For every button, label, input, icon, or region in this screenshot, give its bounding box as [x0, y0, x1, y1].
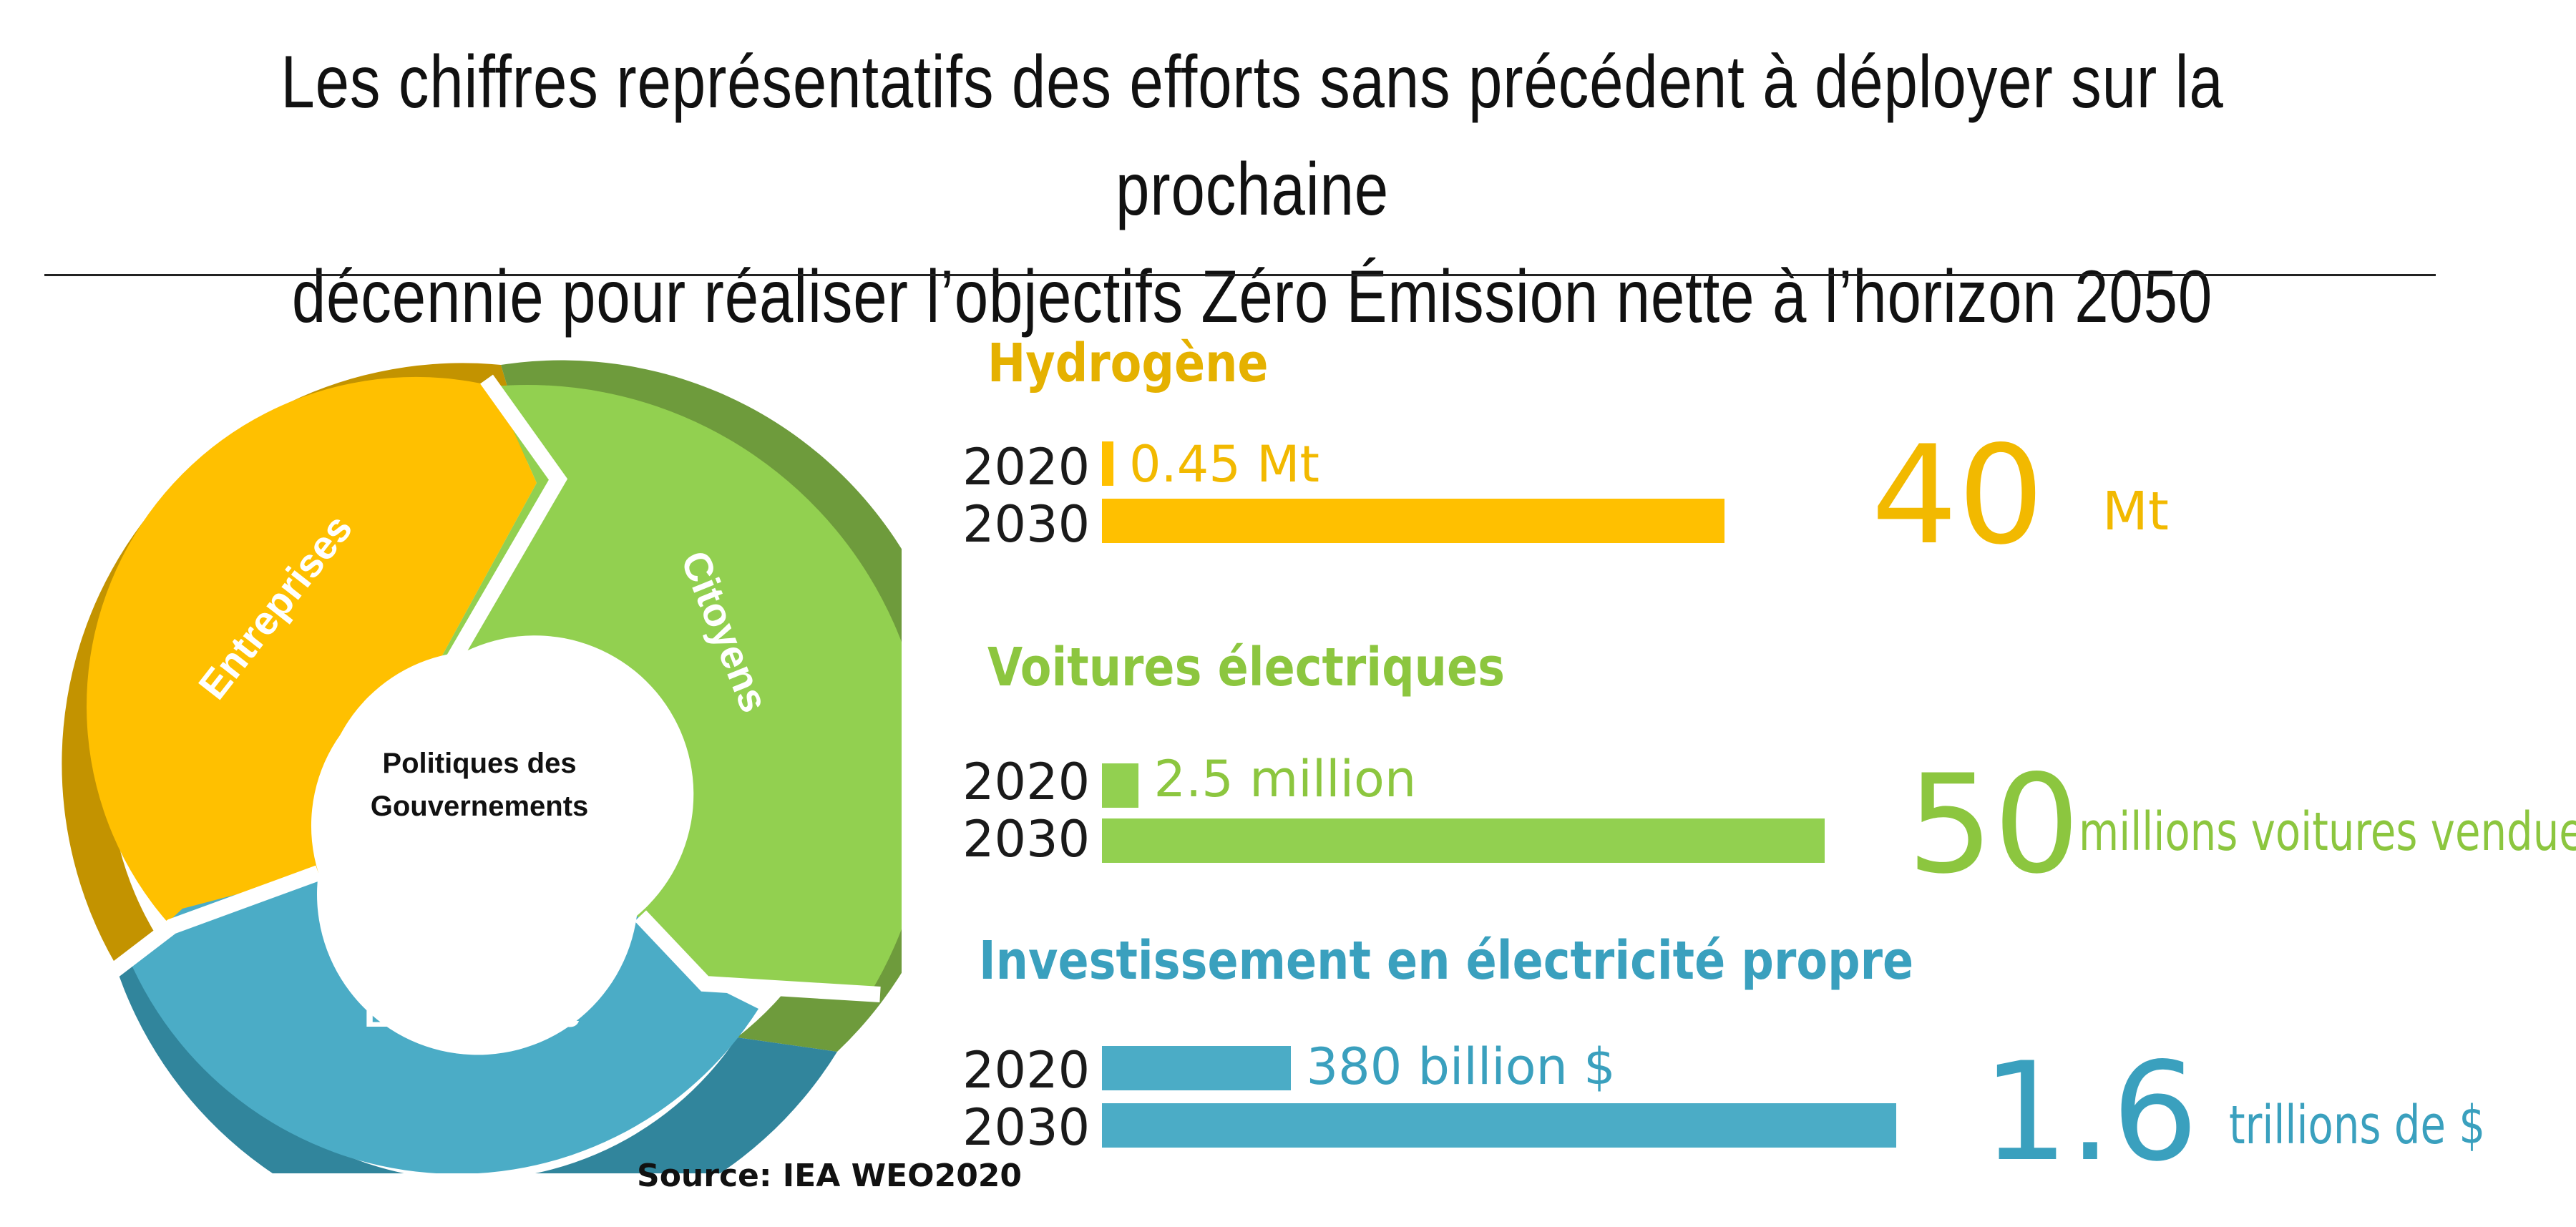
hydrogen-2020-value-label: 0.45 Mt — [1129, 435, 1319, 494]
separator-arrow-left — [106, 865, 321, 979]
hydrogen-target-unit: Mt — [2102, 481, 2169, 542]
finance-label: La Finance — [364, 989, 581, 1036]
clean-power-target-unit: trillions de $ — [2229, 1095, 2486, 1156]
hydrogen-year-2020: 2020 — [962, 438, 1091, 497]
separator-arrow-right — [635, 910, 881, 1002]
clean-power-bar-2020 — [1102, 1046, 1291, 1090]
center-label-line-2: Gouvernements — [371, 791, 589, 822]
citoyens-segment — [433, 385, 902, 994]
electric-cars-year-2020: 2020 — [962, 753, 1091, 811]
clean-power-2020-value-label: 380 billion $ — [1306, 1037, 1616, 1096]
separator-arrow-top — [436, 374, 568, 680]
electric-cars-2020-value-label: 2.5 million — [1153, 750, 1417, 808]
electric-cars-bar-2030 — [1102, 818, 1825, 863]
hydrogen-bar-2020 — [1102, 441, 1113, 486]
clean-power-year-2020: 2020 — [962, 1041, 1091, 1100]
clean-power-2030-target: 1.6 — [1982, 1033, 2199, 1191]
clean-power-investment-heading: Investissement en électricité propre — [979, 930, 1914, 992]
electric-cars-bar-2020 — [1102, 763, 1138, 808]
title-divider — [44, 274, 2436, 276]
entreprises-segment — [87, 376, 537, 923]
hydrogen-bar-2030 — [1102, 499, 1724, 543]
page-title: Les chiffres représentatifs des efforts … — [225, 29, 2279, 351]
center-circle — [322, 651, 637, 966]
electric-cars-target-unit: millions voitures vendues — [2079, 801, 2576, 863]
stakeholder-cycle-diagram: Politiques des Gouvernements Entreprises… — [62, 360, 902, 1173]
electric-cars-year-2030: 2030 — [962, 810, 1091, 869]
hydrogen-heading: Hydrogène — [987, 333, 1269, 394]
source-note: Source: IEA WEO2020 — [637, 1158, 1023, 1194]
electric-cars-heading: Voitures électriques — [987, 637, 1506, 698]
electric-cars-2030-target: 50 — [1907, 746, 2080, 904]
hydrogen-2030-target: 40 — [1871, 416, 2044, 575]
hydrogen-year-2030: 2030 — [962, 495, 1091, 554]
title-line-1: Les chiffres représentatifs des efforts … — [280, 41, 2224, 231]
clean-power-bar-2030 — [1102, 1103, 1896, 1148]
clean-power-year-2030: 2030 — [962, 1098, 1091, 1157]
center-label-line-1: Politiques des — [382, 748, 576, 779]
title-line-2: décennie pour réaliser l’objectifs Zéro … — [291, 255, 2213, 338]
finance-segment — [129, 873, 758, 1173]
